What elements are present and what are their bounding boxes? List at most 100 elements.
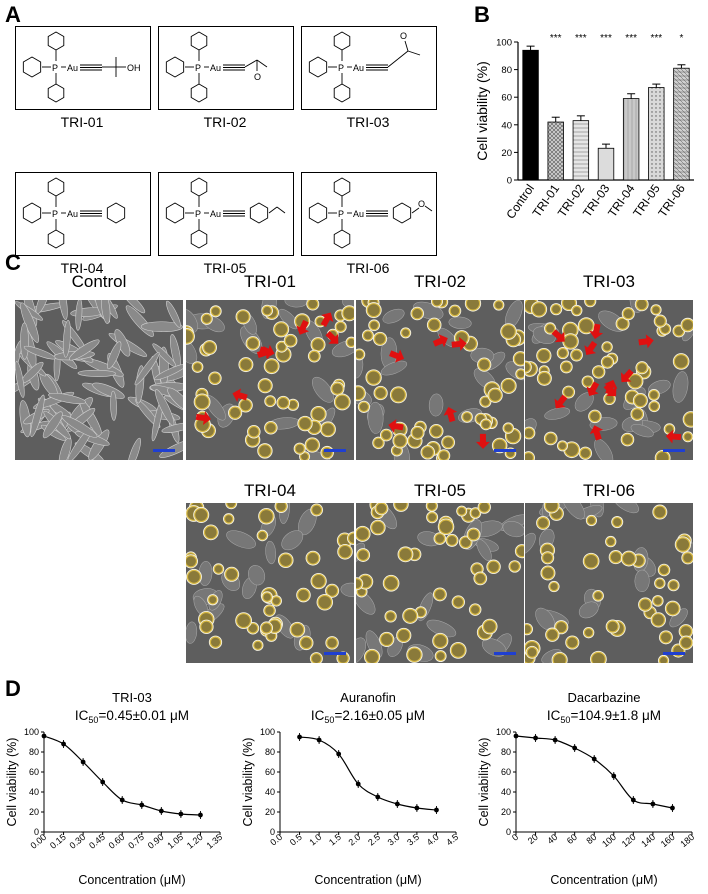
compound-label: TRI-01 <box>60 114 104 130</box>
chemical-structure-drawing: P Au <box>165 177 286 249</box>
carbonyl-oxygen-label: O <box>254 72 261 82</box>
x-tick-label: 1.5 <box>327 832 343 848</box>
data-point <box>513 733 519 739</box>
x-tick-label: 2.5 <box>366 832 382 848</box>
gold-label: Au <box>210 63 221 73</box>
gold-label: Au <box>210 209 221 219</box>
y-tick-label: 40 <box>501 120 512 131</box>
scale-bar <box>663 449 685 452</box>
data-point <box>670 805 675 811</box>
phosphorus-label: P <box>338 209 344 219</box>
micrograph-image <box>525 503 693 663</box>
x-tick-label: 1.05 <box>165 832 185 851</box>
x-tick-label: 4.0 <box>425 832 441 848</box>
y-tick-label: 40 <box>501 787 511 797</box>
x-tick-label: 180 <box>678 832 696 849</box>
dose-chart-title: Auranofin <box>340 690 396 705</box>
x-tick-label: 0.30 <box>68 832 88 851</box>
micrograph-title: TRI-03 <box>583 272 635 291</box>
scale-bar <box>324 449 346 452</box>
data-point <box>552 737 558 743</box>
y-tick-label: 0 <box>270 827 275 837</box>
y-tick-label: 80 <box>265 747 275 757</box>
bar <box>522 49 539 181</box>
micrograph-image <box>356 300 524 460</box>
micrograph-image <box>186 503 354 663</box>
micrograph-title: Control <box>71 272 127 291</box>
red-arrow-icon <box>259 344 275 359</box>
fit-curve <box>299 736 437 811</box>
x-tick-label: 40 <box>545 832 559 846</box>
y-tick-label: 20 <box>501 807 511 817</box>
red-arrow-icon <box>620 368 634 383</box>
phosphorus-label: P <box>52 209 58 219</box>
red-arrow-icon <box>638 334 654 349</box>
x-tick-label: 0.75 <box>126 832 146 851</box>
data-point <box>119 797 125 803</box>
y-tick-label: 60 <box>501 93 512 104</box>
x-tick-label: 2.0 <box>346 832 362 848</box>
structure-box: P Au O <box>301 172 437 256</box>
data-point <box>198 812 203 818</box>
structure-box: P Au OH <box>15 26 151 110</box>
red-arrow-icon <box>232 388 248 402</box>
gold-label: Au <box>67 209 78 219</box>
data-point <box>572 745 578 751</box>
y-tick-label: 100 <box>496 727 511 737</box>
hydroxyl-label: OH <box>127 63 141 73</box>
y-axis-label: Cell viability (%) <box>477 738 491 827</box>
significance-label: *** <box>550 33 562 44</box>
micrograph-title: TRI-04 <box>244 481 296 500</box>
data-point <box>630 797 636 803</box>
y-tick-label: 60 <box>501 767 511 777</box>
red-arrow-icon <box>325 331 339 344</box>
methoxy-oxygen-label: O <box>418 199 425 209</box>
micrograph-image <box>525 300 693 460</box>
compound-label: TRI-03 <box>346 114 390 130</box>
y-tick-label: 80 <box>29 747 39 757</box>
scale-bar <box>153 449 175 452</box>
dose-chart-title: Dacarbazine <box>568 690 641 705</box>
fit-curve <box>515 735 673 809</box>
structure-box: P Au O <box>301 26 437 110</box>
data-point <box>375 794 381 800</box>
x-tick-label: 100 <box>600 832 618 849</box>
y-tick-label: 100 <box>24 727 39 737</box>
panel-letter-b: B <box>474 2 490 27</box>
significance-label: *** <box>625 33 637 44</box>
bar <box>673 67 690 181</box>
y-tick-label: 60 <box>29 767 39 777</box>
red-arrow-icon <box>586 381 600 397</box>
data-point <box>394 801 400 807</box>
chemical-structure-drawing: P Au O <box>308 177 433 249</box>
micrograph-image <box>356 503 524 663</box>
y-tick-label: 0 <box>506 827 511 837</box>
data-point <box>434 807 439 813</box>
phosphorus-label: P <box>195 63 201 73</box>
y-axis-label: Cell viability (%) <box>241 738 255 827</box>
significance-label: *** <box>650 33 662 44</box>
data-point <box>158 808 164 814</box>
data-point <box>650 801 656 807</box>
data-point <box>178 811 184 817</box>
x-tick-label: 80 <box>584 832 598 846</box>
data-point <box>61 741 66 747</box>
structure-box: P Au <box>15 172 151 256</box>
red-arrow-icon <box>451 336 467 351</box>
red-arrow-icon <box>296 319 310 335</box>
y-tick-label: 100 <box>496 38 512 49</box>
micrograph-title: TRI-06 <box>583 481 635 500</box>
data-point <box>611 773 617 779</box>
x-tick-label: 60 <box>565 832 579 846</box>
scale-bar <box>663 652 685 655</box>
red-arrow-icon <box>551 329 565 343</box>
compound-label: TRI-05 <box>203 260 247 276</box>
bar <box>648 87 665 181</box>
dose-response-chart-auranofin: Auranofin IC50=2.16±0.05 μM 0 20 40 60 80 100 0.… <box>241 690 460 887</box>
chemical-structure-drawing: P Au O <box>308 31 421 103</box>
x-axis-label: Concentration (μM) <box>78 873 185 887</box>
compound-label: TRI-04 <box>60 260 104 276</box>
micrograph-image <box>186 300 354 460</box>
y-tick-label: 100 <box>260 727 275 737</box>
x-tick-label: 3.5 <box>405 832 421 848</box>
